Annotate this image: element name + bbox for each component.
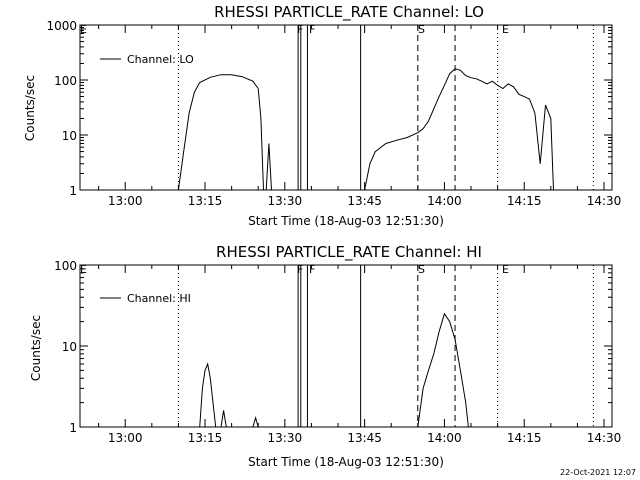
plot-frame	[79, 24, 613, 191]
marker-label: E	[502, 263, 509, 276]
marker-label: S	[418, 23, 425, 36]
series-line-channel-hi	[417, 312, 469, 428]
series-line-channel-lo	[265, 143, 272, 191]
marker-label: E	[80, 263, 87, 276]
panel-lo: RHESSI PARTICLE_RATE Channel: LO Start T…	[23, 3, 621, 228]
series-line-channel-lo	[364, 68, 554, 191]
x-tick-label: 14:15	[507, 194, 542, 208]
panel-hi-legend: Channel: HI	[100, 292, 191, 305]
panel-lo-ylabel: Counts/sec	[23, 75, 37, 141]
marker-label: F	[309, 23, 315, 36]
x-tick-label: 13:45	[347, 431, 382, 445]
panel-lo-xlabel: Start Time (18-Aug-03 12:51:30)	[248, 214, 444, 228]
marker-label: F	[309, 263, 315, 276]
marker-label: E	[502, 23, 509, 36]
x-tick-label: 13:45	[347, 194, 382, 208]
y-tick-label: 1000	[46, 19, 77, 33]
legend-label-hi: Channel: HI	[127, 292, 191, 305]
y-tick-label: 100	[54, 74, 77, 88]
panel-lo-plot-area: 13:00 13:15 13:30 13:45 14:00 14:15 14:30 1 10 10…	[46, 19, 621, 208]
y-tick-label: 10	[62, 129, 77, 143]
x-tick-label: 13:00	[108, 194, 143, 208]
marker-label: E	[80, 23, 87, 36]
x-tick-label: 13:30	[268, 194, 303, 208]
x-tick-label: 13:30	[268, 431, 303, 445]
y-tick-label: 1	[69, 421, 77, 435]
panel-hi-plot-area: 13:00 13:15 13:30 13:45 14:00 14:15 14:30 1 10 10…	[54, 259, 621, 445]
y-tick-label: 10	[62, 340, 77, 354]
panel-hi-event-markers: E F F S E	[80, 263, 509, 276]
panel-lo-legend: Channel: LO	[100, 53, 194, 66]
plot-frame	[79, 264, 613, 428]
x-tick-label: 14:00	[427, 194, 462, 208]
y-tick-label: 100	[54, 259, 77, 273]
marker-label: S	[418, 263, 425, 276]
marker-label: F	[297, 263, 303, 276]
panel-lo-title: RHESSI PARTICLE_RATE Channel: LO	[214, 3, 484, 22]
y-tick-label: 1	[69, 184, 77, 198]
x-tick-label: 14:00	[427, 431, 462, 445]
x-tick-label: 14:30	[587, 431, 622, 445]
series-line-channel-lo	[177, 74, 264, 191]
x-tick-label: 13:15	[188, 194, 223, 208]
panel-hi-title: RHESSI PARTICLE_RATE Channel: HI	[216, 243, 482, 262]
x-tick-label: 13:15	[188, 431, 223, 445]
panel-hi-xlabel: Start Time (18-Aug-03 12:51:30)	[248, 455, 444, 469]
panel-lo-event-markers: E F F S E	[80, 23, 509, 36]
footer-timestamp: 22-Oct-2021 12:07	[560, 468, 636, 477]
panel-hi: RHESSI PARTICLE_RATE Channel: HI Start T…	[29, 243, 621, 469]
series-line-channel-hi	[220, 410, 227, 428]
x-tick-label: 13:00	[108, 431, 143, 445]
legend-label-lo: Channel: LO	[127, 53, 194, 66]
series-line-channel-hi	[199, 362, 217, 428]
panel-hi-ylabel: Counts/sec	[29, 315, 43, 381]
x-tick-label: 14:15	[507, 431, 542, 445]
series-line-channel-hi	[252, 415, 259, 428]
x-tick-label: 14:30	[587, 194, 622, 208]
marker-label: F	[297, 23, 303, 36]
